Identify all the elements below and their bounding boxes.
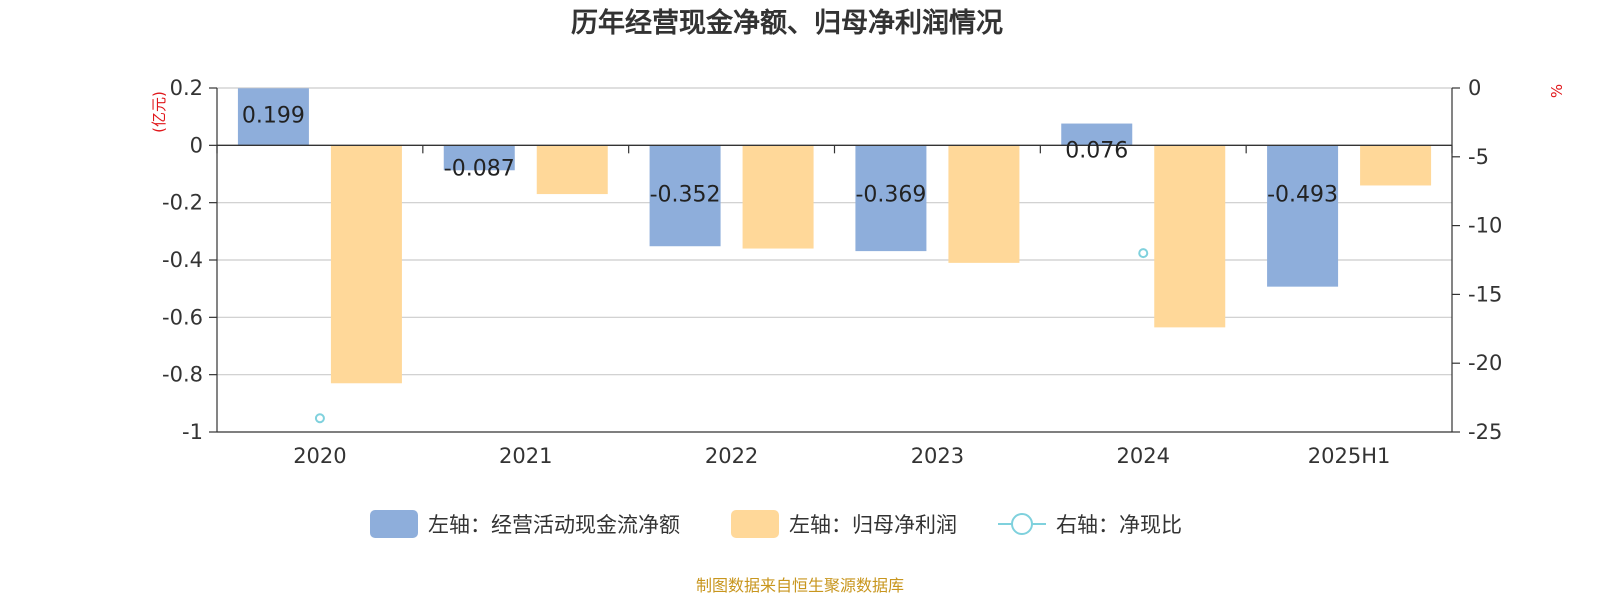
bar-operating-cash-flow [855, 145, 927, 252]
left-tick-label: -1 [182, 420, 203, 444]
legend-swatch-net-profit [731, 510, 779, 538]
x-tick-label: 2024 [1117, 444, 1170, 468]
right-tick-label: 0 [1468, 76, 1481, 100]
bar-net-profit [742, 145, 814, 249]
data-label: -0.493 [1267, 182, 1338, 207]
left-tick-label: -0.8 [162, 363, 203, 387]
x-tick-label: 2022 [705, 444, 758, 468]
source-note: 制图数据来自恒生聚源数据库 [696, 576, 904, 595]
bar-operating-cash-flow [649, 145, 721, 247]
left-tick-label: -0.6 [162, 305, 203, 329]
legend-label-net-cash-ratio: 右轴：净现比 [1056, 513, 1182, 537]
data-label: -0.087 [444, 156, 515, 181]
bars [237, 88, 1432, 384]
x-tick-label: 2025H1 [1308, 444, 1391, 468]
bar-net-profit [1360, 145, 1432, 186]
left-axis-unit: (亿元) [150, 91, 168, 133]
right-tick-label: -10 [1468, 214, 1502, 238]
gridlines [217, 87, 1452, 376]
right-tick-label: -20 [1468, 351, 1502, 375]
legend: 左轴：经营活动现金流净额 左轴：归母净利润 右轴：净现比 [370, 510, 1182, 538]
right-tick-label: -25 [1468, 420, 1502, 444]
bar-operating-cash-flow [1267, 145, 1339, 287]
bar-operating-cash-flow [1061, 123, 1133, 146]
data-label: 0.199 [242, 103, 305, 128]
chart-title: 历年经营现金净额、归母净利润情况 [571, 7, 1003, 39]
bar-operating-cash-flow [443, 145, 515, 171]
left-tick-label: -0.2 [162, 191, 203, 215]
scatter-points [314, 248, 1149, 424]
right-axis-unit: % [1548, 84, 1566, 98]
data-label: -0.369 [855, 182, 926, 207]
legend-label-operating-cash-flow: 左轴：经营活动现金流净额 [428, 513, 680, 537]
legend-label-net-profit: 左轴：归母净利润 [789, 513, 957, 537]
bar-operating-cash-flow [237, 88, 309, 146]
axes: 0.20-0.2-0.4-0.6-0.8-10-5-10-15-20-25202… [162, 76, 1502, 468]
scatter-point-net-cash-ratio [314, 413, 325, 424]
bar-net-profit [948, 145, 1020, 263]
data-label: 0.076 [1065, 139, 1128, 164]
bar-net-profit [536, 145, 608, 195]
bar-net-profit [1154, 145, 1226, 328]
scatter-point-net-cash-ratio [1138, 248, 1149, 259]
x-tick-label: 2021 [499, 444, 552, 468]
data-label: -0.352 [650, 182, 721, 207]
left-tick-label: 0.2 [170, 76, 203, 100]
data-labels: 0.199 -0.087 -0.352 -0.369 0.076 -0.493 [242, 103, 1338, 207]
right-tick-label: -15 [1468, 282, 1502, 306]
bar-net-profit [330, 145, 402, 384]
x-tick-label: 2020 [293, 444, 346, 468]
left-tick-label: 0 [190, 133, 203, 157]
left-tick-label: -0.4 [162, 248, 203, 272]
x-tick-label: 2023 [911, 444, 964, 468]
legend-swatch-operating-cash-flow [370, 510, 418, 538]
right-tick-label: -5 [1468, 145, 1489, 169]
legend-marker-net-cash-ratio [1011, 513, 1033, 535]
